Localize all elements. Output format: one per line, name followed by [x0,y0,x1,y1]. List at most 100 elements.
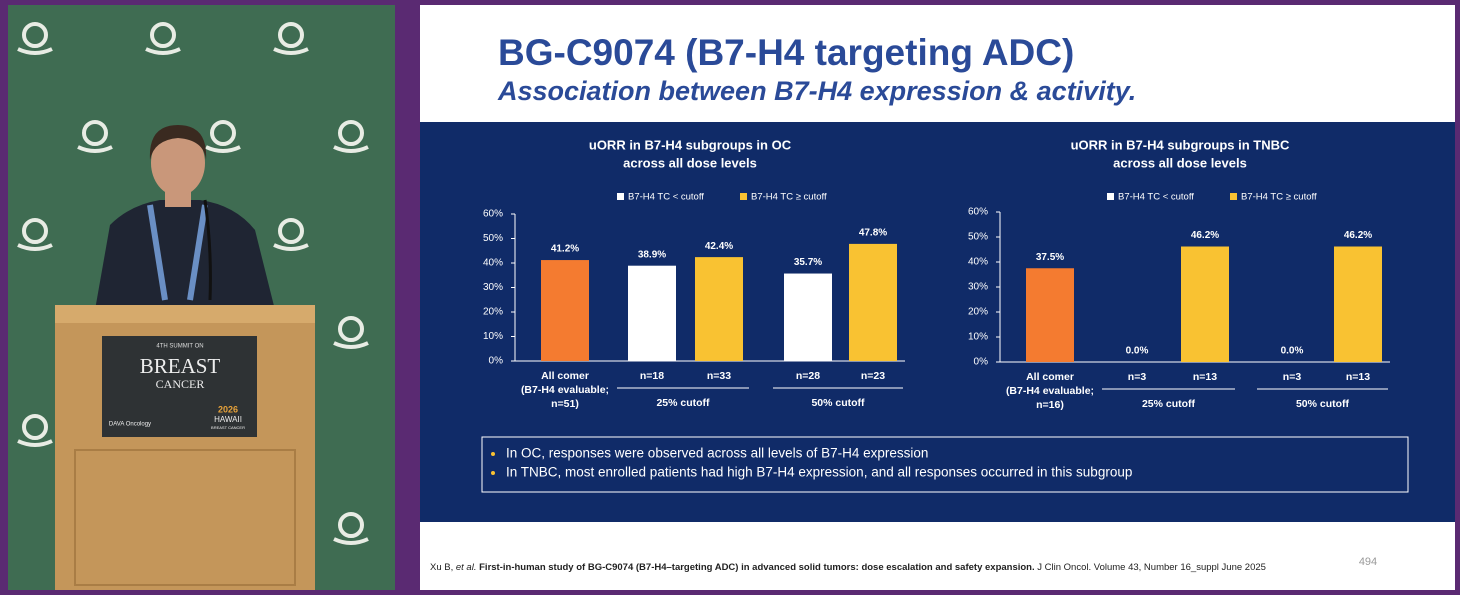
page-number: 494 [1359,556,1377,568]
slide-subtitle: Association between B7-H4 expression & a… [497,76,1136,106]
value-label: 38.9% [638,249,666,260]
sign-breast: BREAST [140,354,221,378]
backdrop-logo [17,243,53,251]
backdrop-logo [82,120,108,146]
citation-etal: et al. [456,562,477,573]
sign-sponsor: DAVA Oncology [109,422,151,428]
value-label: 47.8% [859,228,887,239]
legend-label: B7-H4 TC ≥ cutoff [1241,192,1317,203]
backdrop-logo [273,47,309,55]
backdrop-logo [77,145,113,153]
slide-title: BG-C9074 (B7-H4 targeting ADC) [498,32,1074,73]
x-tick-label: All comer [1026,371,1074,383]
backdrop-logo [17,439,53,447]
y-tick-label: 40% [483,258,503,269]
backdrop-logo [22,218,48,244]
y-tick-label: 60% [483,209,503,220]
value-label: 37.5% [1036,252,1064,263]
legend-swatch [1230,193,1237,200]
legend-swatch [1107,193,1114,200]
x-tick-label: (B7-H4 evaluable; [521,384,609,396]
x-tick-label: (B7-H4 evaluable; [1006,385,1094,397]
sign-place-sub: BREAST CANCER [211,425,245,430]
backdrop-logo [338,120,364,146]
speaker-body [95,200,275,310]
speaker-head [151,130,205,196]
y-tick-label: 0% [489,356,504,367]
backdrop-logo [278,218,304,244]
bullet-box [481,436,1409,493]
y-tick-label: 10% [968,332,988,343]
chart-title: uORR in B7-H4 subgroups in OC [589,137,792,152]
value-label: 46.2% [1191,230,1219,241]
bar [1334,246,1382,362]
group-label: 50% cutoff [811,397,865,409]
bullet-dot [491,452,495,456]
x-tick-label: All comer [541,370,589,382]
bullet-text: In TNBC, most enrolled patients had high… [506,465,1132,480]
backdrop-logo [273,243,309,251]
chart: uORR in B7-H4 subgroups in TNBC across al… [968,137,1390,411]
slide: BG-C9074 (B7-H4 targeting ADC) Associati… [420,5,1455,590]
backdrop-logo [17,47,53,55]
x-tick-label: n=3 [1283,371,1302,383]
y-tick-label: 50% [968,232,988,243]
x-tick-label: n=18 [640,370,664,382]
backdrop-logo [338,316,364,342]
legend-label: B7-H4 TC ≥ cutoff [751,192,827,203]
group-label: 25% cutoff [1142,398,1196,410]
backdrop-logo [150,22,176,48]
backdrop-logo [338,512,364,538]
microphone [203,199,212,301]
podium-top [55,305,315,323]
x-tick-label: n=13 [1346,371,1370,383]
value-label: 41.2% [551,244,579,255]
bullet-dot [491,471,495,475]
backdrop-logo [22,22,48,48]
backdrop-logo [333,537,369,545]
chart-panel [420,122,1455,522]
speaker-video: 4TH SUMMIT ON BREAST CANCER DAVA Oncolog… [8,5,395,590]
sign-place: HAWAII [214,415,242,424]
lanyard [147,204,208,301]
bar [1181,246,1229,362]
speaker-hair [149,125,207,160]
chart-title: across all dose levels [1113,155,1247,170]
sign-year: 2026 [218,404,238,414]
value-label: 0.0% [1281,346,1304,357]
backdrop-logo [205,145,241,153]
value-label: 35.7% [794,257,822,268]
bar [849,243,897,361]
bar [695,257,743,361]
y-tick-label: 40% [968,257,988,268]
y-tick-label: 30% [968,282,988,293]
podium-panel [74,449,296,586]
group-label: 50% cutoff [1296,398,1350,410]
bar [541,260,589,361]
citation: Xu B, et al. First-in-human study of BG-… [430,562,1266,573]
citation-authors: Xu B, [430,562,456,573]
chart-title: across all dose levels [623,155,757,170]
chart-title: uORR in B7-H4 subgroups in TNBC [1071,137,1290,152]
x-tick-label: n=16) [1036,399,1064,411]
y-tick-label: 30% [483,282,503,293]
citation-journal: J Clin Oncol. Volume 43, Number 16_suppl… [1035,562,1266,573]
backdrop-logo [278,22,304,48]
y-tick-label: 0% [974,357,989,368]
bullet-text: In OC, responses were observed across al… [506,446,928,461]
backdrop-logo [22,414,48,440]
bar [628,265,676,361]
podium-sign [102,336,257,437]
x-tick-label: n=3 [1128,371,1147,383]
legend-label: B7-H4 TC < cutoff [1118,192,1194,203]
backdrop-logo [333,145,369,153]
x-tick-label: n=51) [551,398,579,410]
legend-swatch [740,193,747,200]
y-tick-label: 10% [483,331,503,342]
backdrop-logo [333,341,369,349]
value-label: 0.0% [1126,346,1149,357]
bar [784,273,832,361]
value-label: 42.4% [705,241,733,252]
